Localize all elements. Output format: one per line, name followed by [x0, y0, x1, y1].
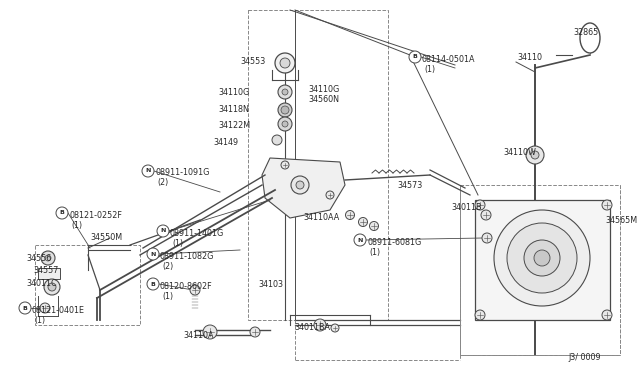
Polygon shape: [262, 158, 345, 218]
Text: (1): (1): [172, 239, 183, 248]
Circle shape: [354, 234, 366, 246]
Circle shape: [142, 165, 154, 177]
Circle shape: [282, 89, 288, 95]
Bar: [460, 185, 620, 355]
Circle shape: [409, 51, 421, 63]
Text: (2): (2): [157, 178, 168, 187]
Text: (1): (1): [71, 221, 82, 230]
Text: N: N: [145, 169, 150, 173]
Circle shape: [281, 106, 289, 114]
Text: N: N: [160, 228, 166, 234]
Circle shape: [475, 310, 485, 320]
Text: 34110G: 34110G: [308, 85, 339, 94]
Text: 34122M: 34122M: [218, 121, 250, 130]
Text: N: N: [357, 237, 363, 243]
Circle shape: [475, 200, 485, 210]
Circle shape: [314, 319, 326, 331]
Circle shape: [481, 210, 491, 220]
Circle shape: [482, 233, 492, 243]
Text: 08120-8602F: 08120-8602F: [160, 282, 212, 291]
Bar: [475, 200, 610, 320]
Bar: [35, 245, 140, 325]
Circle shape: [291, 176, 309, 194]
Text: B: B: [22, 305, 28, 311]
Circle shape: [157, 225, 169, 237]
Circle shape: [147, 248, 159, 260]
Text: 34110A: 34110A: [183, 331, 214, 340]
Circle shape: [278, 85, 292, 99]
Circle shape: [602, 310, 612, 320]
Text: 34560N: 34560N: [308, 95, 339, 104]
Circle shape: [275, 53, 295, 73]
Text: (1): (1): [162, 292, 173, 301]
Circle shape: [494, 210, 590, 306]
Circle shape: [190, 285, 200, 295]
Circle shape: [602, 200, 612, 210]
Ellipse shape: [580, 23, 600, 53]
Circle shape: [45, 255, 51, 261]
Text: 08121-0401E: 08121-0401E: [32, 306, 85, 315]
Circle shape: [40, 303, 50, 313]
Circle shape: [56, 207, 68, 219]
Text: 34103: 34103: [258, 280, 283, 289]
Text: 32865: 32865: [573, 28, 598, 37]
Text: 34553: 34553: [240, 57, 265, 66]
Text: B: B: [60, 211, 65, 215]
Circle shape: [526, 146, 544, 164]
Circle shape: [531, 151, 539, 159]
Text: 34011C: 34011C: [26, 279, 56, 288]
Text: 34011B: 34011B: [451, 203, 481, 212]
Text: (1): (1): [369, 248, 380, 257]
Circle shape: [48, 283, 56, 291]
Circle shape: [44, 279, 60, 295]
Text: N: N: [150, 251, 156, 257]
Text: 34149: 34149: [213, 138, 238, 147]
Text: 34556: 34556: [26, 254, 51, 263]
Text: (1): (1): [424, 65, 435, 74]
Circle shape: [250, 327, 260, 337]
Circle shape: [203, 325, 217, 339]
Circle shape: [369, 221, 378, 231]
Bar: [248, 10, 388, 320]
Circle shape: [280, 58, 290, 68]
Text: 34011BA: 34011BA: [294, 323, 330, 332]
Circle shape: [272, 135, 282, 145]
Text: B: B: [413, 55, 417, 60]
Circle shape: [534, 250, 550, 266]
Circle shape: [331, 324, 339, 332]
Text: 34110AA: 34110AA: [303, 213, 339, 222]
Circle shape: [282, 121, 288, 127]
Circle shape: [41, 251, 55, 265]
Text: 34573: 34573: [397, 181, 422, 190]
Text: (1): (1): [34, 316, 45, 325]
Circle shape: [507, 223, 577, 293]
Text: 34110W: 34110W: [503, 148, 536, 157]
Circle shape: [358, 218, 367, 227]
Text: 08911-6081G: 08911-6081G: [367, 238, 421, 247]
Circle shape: [278, 117, 292, 131]
Text: 08121-0252F: 08121-0252F: [69, 211, 122, 220]
Circle shape: [524, 240, 560, 276]
Text: (2): (2): [162, 262, 173, 271]
Text: 34118N: 34118N: [218, 105, 249, 114]
Text: 34110G: 34110G: [218, 88, 249, 97]
Circle shape: [346, 211, 355, 219]
Text: 08911-1082G: 08911-1082G: [160, 252, 214, 261]
Bar: [38, 268, 60, 279]
Circle shape: [147, 278, 159, 290]
Text: J3/ 0009: J3/ 0009: [568, 353, 600, 362]
Text: 08911-1091G: 08911-1091G: [155, 168, 209, 177]
Text: B: B: [150, 282, 156, 286]
Text: 34110: 34110: [517, 53, 542, 62]
Text: 08911-1401G: 08911-1401G: [170, 229, 224, 238]
Circle shape: [19, 302, 31, 314]
Text: 34550M: 34550M: [90, 233, 122, 242]
Circle shape: [278, 103, 292, 117]
Circle shape: [281, 161, 289, 169]
Circle shape: [296, 181, 304, 189]
Circle shape: [326, 191, 334, 199]
Text: 08114-0501A: 08114-0501A: [422, 55, 476, 64]
Text: 34565M: 34565M: [605, 216, 637, 225]
Text: 34557: 34557: [33, 266, 58, 275]
